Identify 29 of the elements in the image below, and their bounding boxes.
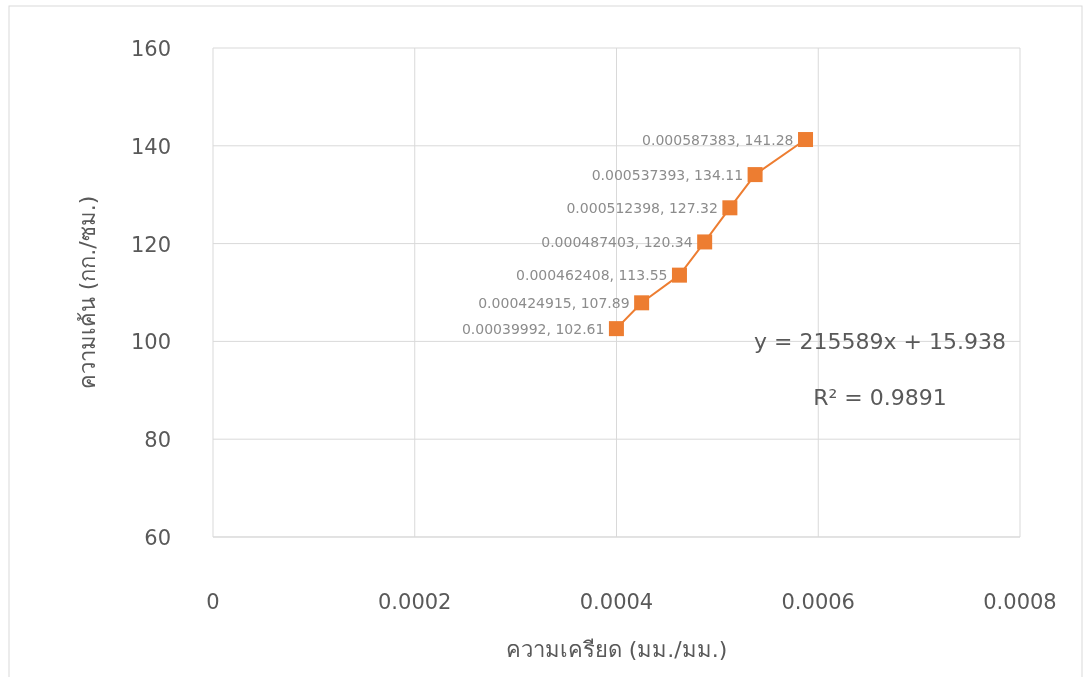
annotation: y = 215589x + 15.938 <box>754 329 1006 354</box>
point <box>671 267 687 283</box>
x-tick-label: 0.0006 <box>781 590 855 614</box>
point <box>747 167 763 183</box>
point <box>634 295 650 311</box>
data-label: 0.000487403, 120.34 <box>541 233 693 250</box>
y-tick-label: 140 <box>130 134 171 159</box>
data-label: 0.000537393, 134.11 <box>591 166 744 183</box>
annotation: R² = 0.9891 <box>813 385 947 410</box>
y-tick-label: 60 <box>144 526 171 550</box>
x-tick-label: 0.0008 <box>983 590 1057 614</box>
x-tick-label: 0.0002 <box>378 590 452 614</box>
y-axis-title: ความเค้น (กก./ซม.) <box>75 195 100 390</box>
data-label: 0.000587383, 141.28 <box>642 131 794 148</box>
point <box>722 200 738 216</box>
data-label: 0.000512398, 127.32 <box>566 199 718 216</box>
point <box>697 234 713 250</box>
x-tick-label: 0.0004 <box>579 590 654 614</box>
x-axis-title: ความเครียด (มม./มม.) <box>505 637 728 662</box>
y-tick-label: 80 <box>144 428 171 453</box>
data-label: 0.000424915, 107.89 <box>478 294 630 311</box>
point <box>608 321 624 337</box>
y-tick-label: 120 <box>130 232 171 257</box>
y-tick-label: 100 <box>130 330 171 355</box>
data-label: 0.00039992, 102.61 <box>461 320 605 337</box>
data-label: 0.000462408, 113.55 <box>516 267 668 284</box>
y-tick-label: 160 <box>130 37 171 61</box>
point <box>798 132 814 148</box>
x-tick-label: 0 <box>206 590 220 614</box>
